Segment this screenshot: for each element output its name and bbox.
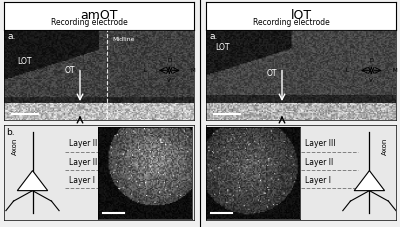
- Text: Midline: Midline: [112, 37, 135, 42]
- Text: D: D: [167, 58, 172, 63]
- Polygon shape: [354, 171, 385, 191]
- Text: LOT: LOT: [17, 57, 32, 66]
- Text: Layer I: Layer I: [305, 176, 331, 185]
- Text: V: V: [370, 78, 373, 83]
- Text: Layer II: Layer II: [305, 158, 333, 167]
- Text: Layer I: Layer I: [69, 176, 95, 185]
- Text: a.: a.: [8, 32, 16, 41]
- Text: M: M: [191, 68, 196, 73]
- Text: V: V: [168, 78, 171, 83]
- Polygon shape: [17, 171, 48, 191]
- Text: Stimulating electrode: Stimulating electrode: [48, 127, 131, 136]
- Text: OT: OT: [267, 69, 277, 78]
- Text: L: L: [346, 68, 349, 73]
- Text: LOT: LOT: [216, 43, 230, 52]
- Text: a.: a.: [210, 32, 218, 41]
- Text: Recording electrode: Recording electrode: [51, 18, 128, 27]
- Text: Layer III: Layer III: [69, 139, 99, 148]
- Text: Layer II: Layer II: [69, 158, 97, 167]
- Text: M: M: [393, 68, 398, 73]
- Text: b.: b.: [6, 128, 14, 137]
- Text: lOT: lOT: [290, 9, 312, 22]
- Text: OT: OT: [65, 66, 75, 75]
- Text: Axon: Axon: [12, 137, 18, 155]
- Text: L: L: [144, 68, 147, 73]
- Text: D: D: [369, 58, 374, 63]
- Text: Recording electrode: Recording electrode: [253, 18, 330, 27]
- Text: Axon: Axon: [382, 137, 388, 155]
- Text: amOT: amOT: [80, 9, 118, 22]
- Text: Layer III: Layer III: [305, 139, 335, 148]
- Text: b.: b.: [208, 128, 216, 137]
- Text: Stimulating electrode: Stimulating electrode: [250, 127, 333, 136]
